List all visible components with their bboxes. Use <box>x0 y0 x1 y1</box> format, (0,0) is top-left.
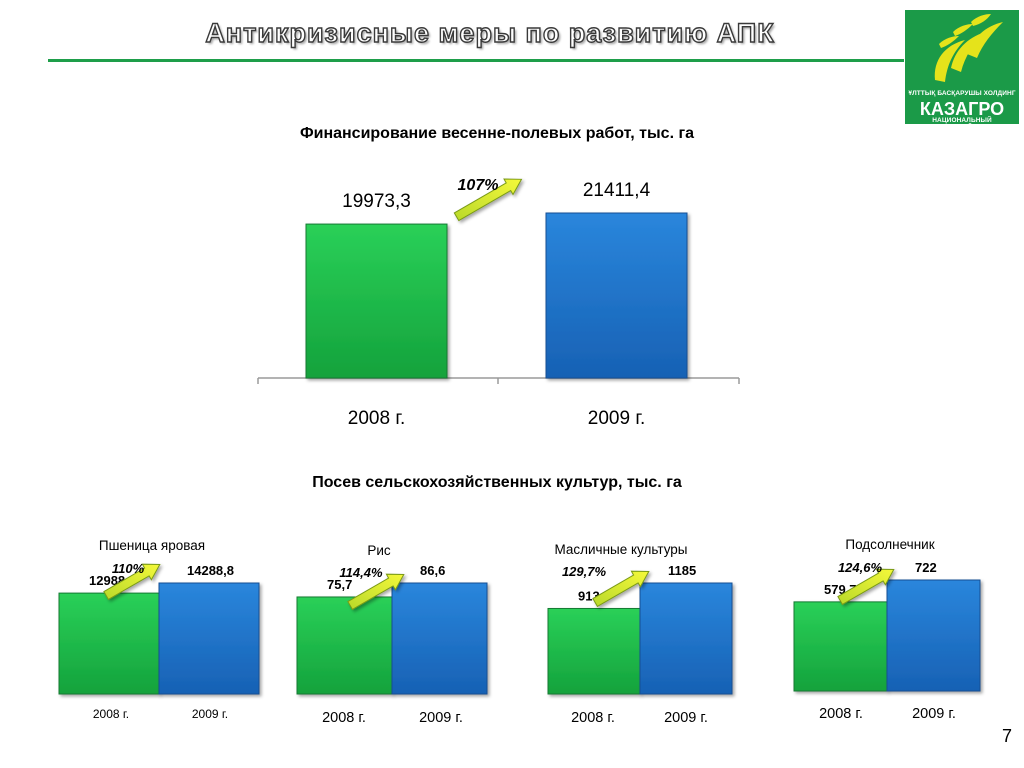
financing-category-label: 2008 г. <box>348 408 405 429</box>
sowing-2-bar-2008 <box>547 607 641 695</box>
financing-value-label: 21411,4 <box>583 180 651 201</box>
sowing-2-growth-arrow <box>592 570 650 608</box>
sowing-1-category-label: 2009 г. <box>419 710 463 726</box>
sowing-0-bar-2008 <box>58 592 160 695</box>
financing-growth-arrow <box>453 178 523 222</box>
sowing-2-bar-2009 <box>639 582 733 695</box>
sowing-1-growth-label: 114,4% <box>339 565 383 580</box>
sowing-3-bar-2008 <box>793 601 888 692</box>
financing-growth-label: 107% <box>458 177 499 194</box>
logo-bottom-line: НАЦИОНАЛЬНЫЙ УПРАВЛЯЮЩИЙ ХОЛДИНГ <box>917 117 1007 131</box>
sowing-1-bar-2009 <box>391 582 488 695</box>
sowing-section-title: Посев сельскохозяйственных культур, тыс.… <box>312 474 682 491</box>
sowing-3-crop-name: Подсолнечник <box>845 537 934 552</box>
financing-bar-2008 <box>305 223 448 379</box>
sowing-1-value-label: 86,6 <box>420 563 445 578</box>
sowing-2-category-label: 2009 г. <box>664 710 708 726</box>
sowing-1-bar-2008 <box>296 596 393 695</box>
sowing-1-value-label: 75,7 <box>327 577 352 592</box>
sowing-2-growth-label: 129,7% <box>562 564 607 579</box>
logo-top-line: ҰЛТТЫҚ БАСҚАРУШЫ ХОЛДИНГ <box>908 90 1016 97</box>
sowing-0-value-label: 14288,8 <box>187 563 234 578</box>
financing-chart-title: Финансирование весенне-полевых работ, ты… <box>299 125 695 142</box>
sowing-0-category-label: 2009 г. <box>192 707 228 721</box>
sowing-0-category-label: 2008 г. <box>93 707 129 721</box>
sowing-0-crop-name: Пшеница яровая <box>99 538 205 553</box>
page-title: Антикризисные меры по развитию АПК <box>205 17 775 48</box>
sowing-0-growth-label: 110% <box>112 561 145 576</box>
sowing-1-category-label: 2008 г. <box>322 710 366 726</box>
title-divider <box>48 59 904 62</box>
sowing-1-crop-name: Рис <box>367 543 391 558</box>
kazagro-logo: ҰЛТТЫҚ БАСҚАРУШЫ ХОЛДИНГ КАЗАГРО НАЦИОНА… <box>905 10 1019 131</box>
financing-category-label: 2009 г. <box>588 408 645 429</box>
sowing-2-crop-name: Масличные культуры <box>554 542 687 557</box>
wheat-ears-icon <box>934 14 1003 82</box>
sowing-1-growth-arrow <box>347 573 405 611</box>
financing-value-label: 19973,3 <box>342 191 411 212</box>
sowing-2-category-label: 2008 г. <box>571 710 615 726</box>
sowing-3-bar-2009 <box>886 579 981 692</box>
sowing-3-value-label: 722 <box>915 560 937 575</box>
sowing-3-category-label: 2009 г. <box>912 706 956 722</box>
sowing-3-growth-label: 124,6% <box>838 560 883 575</box>
sowing-2-value-label: 1185 <box>668 563 696 578</box>
sowing-3-category-label: 2008 г. <box>819 706 863 722</box>
logo-name: КАЗАГРО <box>919 99 1005 119</box>
sowing-0-bar-2009 <box>158 582 260 695</box>
page-number: 7 <box>1001 726 1012 746</box>
sowing-0-growth-arrow <box>103 563 161 601</box>
sowing-3-growth-arrow <box>837 568 895 606</box>
financing-bar-2009 <box>545 212 688 379</box>
